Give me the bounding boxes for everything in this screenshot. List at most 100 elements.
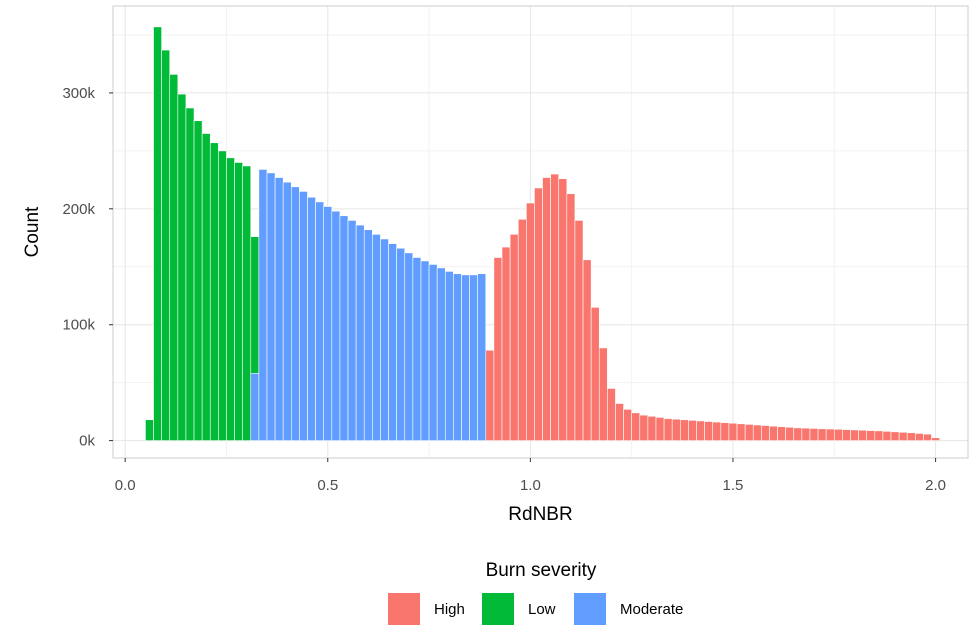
bar-high xyxy=(526,202,535,441)
bar-high xyxy=(615,403,624,441)
x-tick-label: 1.5 xyxy=(723,477,744,494)
bar-high xyxy=(655,417,665,441)
bar-high xyxy=(736,423,746,441)
bar-low xyxy=(153,26,162,441)
bar-high xyxy=(574,220,584,441)
x-axis-tick-labels: 0.0 0.5 1.0 1.5 2.0 xyxy=(115,477,946,494)
bar-low xyxy=(177,93,187,441)
y-tick-label: 0k xyxy=(79,433,95,450)
bar-moderate xyxy=(388,243,397,441)
bar-high xyxy=(590,307,600,441)
bar-moderate xyxy=(282,181,292,441)
y-tick-label: 200k xyxy=(62,201,95,218)
bar-low xyxy=(193,120,203,441)
bar-high xyxy=(712,421,722,441)
bar-moderate xyxy=(363,229,373,441)
bar-high xyxy=(769,425,778,441)
bar-low xyxy=(185,107,195,441)
bar-moderate xyxy=(412,257,422,441)
bar-low xyxy=(242,165,252,441)
bar-high xyxy=(890,431,900,441)
bar-high xyxy=(607,388,616,441)
bar-high xyxy=(558,178,568,441)
bar-low xyxy=(169,74,179,441)
bar-high xyxy=(882,431,892,441)
bar-high xyxy=(809,428,819,441)
bar-moderate xyxy=(469,274,478,441)
bar-high xyxy=(509,234,519,441)
bar-high xyxy=(842,429,851,441)
bar-moderate xyxy=(290,186,300,441)
y-tick-label: 100k xyxy=(62,317,95,334)
bar-moderate xyxy=(380,238,389,441)
bar-high xyxy=(623,409,632,441)
x-tick-label: 0.0 xyxy=(115,477,136,494)
bar-high xyxy=(866,430,876,441)
bar-moderate xyxy=(274,177,284,441)
bar-moderate xyxy=(323,206,333,441)
bar-high xyxy=(688,420,697,441)
bar-low xyxy=(234,162,243,441)
bar-high xyxy=(663,418,673,441)
legend-items: High Low Moderate xyxy=(388,593,683,625)
bar-high xyxy=(542,177,551,441)
bar-moderate xyxy=(347,220,357,441)
bar-high xyxy=(550,173,560,441)
bar-high xyxy=(728,422,738,441)
bar-high xyxy=(793,427,803,441)
x-tick-label: 1.0 xyxy=(520,477,541,494)
bar-high xyxy=(777,426,786,441)
bar-high xyxy=(598,347,608,441)
bar-high xyxy=(720,422,730,441)
legend-title: Burn severity xyxy=(486,560,597,581)
y-tick-label: 300k xyxy=(62,85,95,102)
bar-moderate xyxy=(477,273,487,441)
legend: Burn severity High Low Moderate xyxy=(388,560,683,625)
bar-moderate xyxy=(331,210,341,441)
legend-item-low: Low xyxy=(482,593,556,625)
bar-low xyxy=(145,419,154,441)
bar-high xyxy=(704,421,714,441)
bar-high xyxy=(858,429,867,441)
legend-label: Low xyxy=(528,601,556,618)
bar-moderate xyxy=(461,274,470,441)
bar-high xyxy=(566,193,576,441)
legend-label: Moderate xyxy=(620,601,683,618)
bar-low xyxy=(226,157,235,441)
bar-high xyxy=(696,420,705,441)
bar-moderate xyxy=(307,196,316,441)
bar-high xyxy=(647,415,657,441)
bar-low xyxy=(201,133,211,441)
bar-moderate xyxy=(258,169,268,441)
bar-high xyxy=(874,430,884,441)
bar-low xyxy=(218,150,227,441)
bar-high xyxy=(517,218,527,441)
legend-item-moderate: Moderate xyxy=(574,593,683,625)
bar-high xyxy=(639,414,649,441)
bar-low xyxy=(209,142,219,441)
bar-high xyxy=(785,426,795,441)
legend-swatch xyxy=(482,593,514,625)
bar-high xyxy=(898,431,908,441)
legend-item-high: High xyxy=(388,593,465,625)
bar-high xyxy=(825,428,835,441)
bar-high xyxy=(582,259,592,441)
bar-high xyxy=(761,425,770,441)
bar-moderate xyxy=(420,260,430,441)
bar-moderate xyxy=(453,273,462,441)
bar-moderate xyxy=(355,224,365,441)
bar-high xyxy=(850,429,859,441)
bar-high xyxy=(817,428,827,441)
bar-moderate xyxy=(339,215,349,441)
bar-moderate xyxy=(436,267,446,441)
legend-swatch xyxy=(574,593,606,625)
bar-moderate xyxy=(250,373,260,441)
bar-moderate xyxy=(372,234,381,441)
bar-high xyxy=(752,424,762,441)
bar-high xyxy=(679,419,689,441)
bar-low xyxy=(161,49,171,441)
bar-moderate xyxy=(315,201,325,441)
legend-label: High xyxy=(434,601,465,618)
bar-high xyxy=(493,257,503,441)
